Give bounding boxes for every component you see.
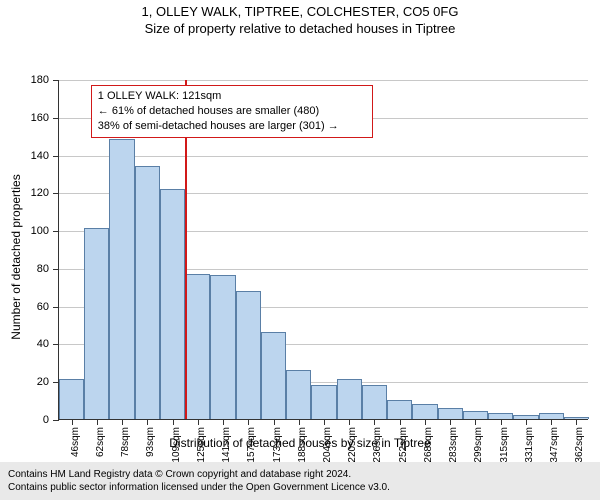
histogram-bar: [286, 370, 311, 419]
x-tick-mark: [576, 419, 577, 425]
histogram-bar: [59, 379, 84, 419]
histogram-bar: [135, 166, 160, 419]
histogram-bar: [387, 400, 412, 419]
histogram-bar: [311, 385, 336, 419]
y-tick-label: 20: [37, 376, 59, 388]
x-tick-mark: [425, 419, 426, 425]
y-tick-label: 100: [31, 225, 59, 237]
histogram-bar: [463, 411, 488, 419]
plot-area: 1 OLLEY WALK: 121sqm ← 61% of detached h…: [58, 80, 588, 420]
x-tick-mark: [501, 419, 502, 425]
attribution-footer: Contains HM Land Registry data © Crown c…: [0, 462, 600, 500]
grid-line: [59, 80, 588, 81]
callout-line: ← 61% of detached houses are smaller (48…: [98, 104, 366, 119]
x-tick-mark: [97, 419, 98, 425]
callout-line: 38% of semi-detached houses are larger (…: [98, 119, 366, 134]
y-tick-label: 80: [37, 263, 59, 275]
page-title: 1, OLLEY WALK, TIPTREE, COLCHESTER, CO5 …: [0, 0, 600, 19]
x-tick-mark: [299, 419, 300, 425]
x-tick-mark: [374, 419, 375, 425]
callout-box: 1 OLLEY WALK: 121sqm ← 61% of detached h…: [91, 85, 373, 138]
histogram-bar: [84, 228, 109, 419]
x-tick-mark: [223, 419, 224, 425]
x-axis-label: Distribution of detached houses by size …: [0, 436, 600, 450]
y-tick-label: 0: [43, 414, 59, 426]
x-tick-mark: [122, 419, 123, 425]
y-tick-label: 160: [31, 112, 59, 124]
x-tick-mark: [198, 419, 199, 425]
x-tick-mark: [400, 419, 401, 425]
histogram-bar: [236, 291, 261, 419]
x-tick-mark: [274, 419, 275, 425]
histogram-bar: [412, 404, 437, 419]
y-tick-label: 180: [31, 74, 59, 86]
x-tick-mark: [349, 419, 350, 425]
footer-line: Contains HM Land Registry data © Crown c…: [8, 468, 592, 481]
chart-subtitle: Size of property relative to detached ho…: [0, 19, 600, 36]
x-tick-mark: [324, 419, 325, 425]
histogram-bar: [210, 275, 235, 419]
histogram-bar: [362, 385, 387, 419]
y-tick-label: 40: [37, 338, 59, 350]
callout-line: 1 OLLEY WALK: 121sqm: [98, 89, 366, 104]
y-tick-label: 60: [37, 301, 59, 313]
histogram-bar: [438, 408, 463, 419]
x-tick-mark: [72, 419, 73, 425]
y-tick-label: 120: [31, 187, 59, 199]
y-tick-label: 140: [31, 150, 59, 162]
histogram-bar: [337, 379, 362, 419]
x-tick-mark: [551, 419, 552, 425]
histogram-bar: [160, 189, 185, 419]
histogram-bar: [185, 274, 210, 419]
y-axis-label: Number of detached properties: [9, 174, 23, 339]
x-tick-mark: [147, 419, 148, 425]
histogram-bar: [109, 139, 134, 419]
footer-line: Contains public sector information licen…: [8, 481, 592, 494]
x-tick-mark: [526, 419, 527, 425]
x-tick-mark: [248, 419, 249, 425]
x-tick-mark: [173, 419, 174, 425]
histogram-bar: [261, 332, 286, 419]
x-tick-mark: [475, 419, 476, 425]
grid-line: [59, 156, 588, 157]
x-tick-mark: [450, 419, 451, 425]
